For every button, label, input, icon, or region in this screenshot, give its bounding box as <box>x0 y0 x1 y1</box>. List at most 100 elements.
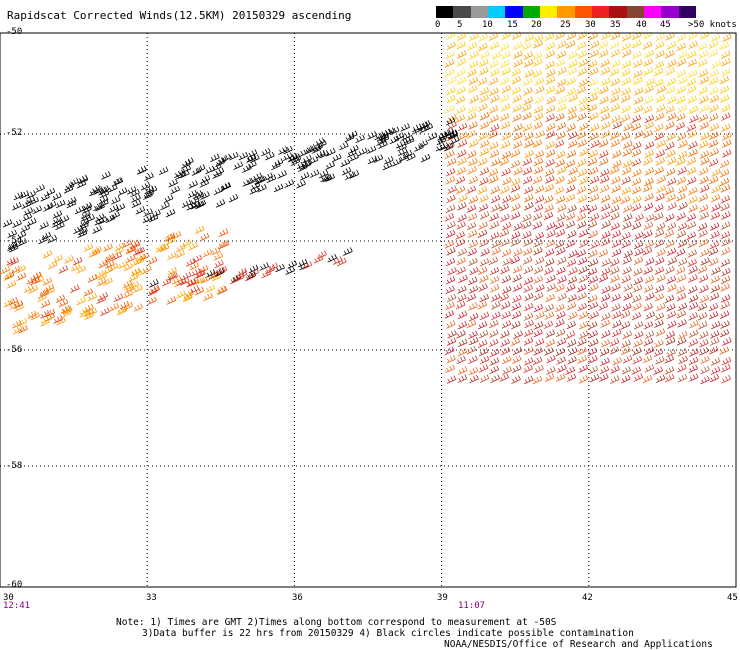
wind-barb <box>53 254 63 264</box>
wind-barb <box>642 374 653 384</box>
wind-barb <box>140 181 151 191</box>
wind-barb <box>720 184 731 193</box>
wind-barb <box>579 103 589 112</box>
wind-barb <box>664 229 674 239</box>
wind-barb <box>512 346 523 356</box>
wind-barb <box>632 195 642 204</box>
wind-barb <box>192 190 203 199</box>
wind-barb <box>147 296 157 306</box>
wind-barb <box>588 112 599 121</box>
wind-barb <box>489 220 500 230</box>
wind-barb <box>545 69 556 78</box>
wind-barb <box>523 284 533 293</box>
wind-barb <box>130 188 140 198</box>
wind-barb <box>708 247 719 256</box>
wind-barb <box>130 267 141 277</box>
wind-barb <box>400 123 410 132</box>
wind-barb <box>611 248 622 258</box>
wind-barb <box>175 170 186 180</box>
wind-barb <box>555 158 566 168</box>
wind-barb <box>489 114 499 124</box>
wind-barb <box>622 355 633 364</box>
wind-barb <box>664 105 675 114</box>
wind-barb <box>297 163 308 172</box>
wind-barb <box>634 213 644 223</box>
wind-barb <box>688 204 698 213</box>
wind-barb <box>308 156 319 165</box>
wind-barb <box>676 193 686 202</box>
wind-barb <box>522 111 532 121</box>
wind-barb <box>556 356 566 365</box>
wind-barb <box>468 139 479 148</box>
wind-barb <box>665 167 676 177</box>
wind-barb <box>545 329 556 338</box>
wind-barb <box>7 242 17 252</box>
wind-barb <box>666 95 677 105</box>
wind-barb <box>600 293 611 303</box>
wind-barb <box>480 50 490 60</box>
wind-barb <box>499 373 510 382</box>
wind-barb <box>91 184 101 194</box>
wind-barb <box>532 139 542 148</box>
wind-barb <box>468 175 478 185</box>
wind-barb <box>502 257 512 266</box>
wind-barb <box>128 273 139 282</box>
wind-barb <box>215 266 226 276</box>
wind-barb <box>545 140 555 150</box>
wind-barb <box>699 175 709 185</box>
wind-barb <box>587 321 598 330</box>
wind-barb <box>478 42 488 52</box>
wind-barb <box>653 366 663 376</box>
wind-barb <box>302 261 313 270</box>
wind-barb <box>611 328 622 338</box>
wind-barb <box>590 139 600 149</box>
wind-barb <box>43 203 53 212</box>
wind-barb <box>97 272 107 281</box>
wind-barb <box>192 254 203 264</box>
wind-barb <box>513 132 523 141</box>
wind-barb <box>523 51 533 60</box>
wind-barb <box>456 329 466 339</box>
wind-barb <box>711 185 721 194</box>
wind-barb <box>489 60 499 69</box>
wind-barb <box>578 265 588 275</box>
wind-barb <box>511 86 521 95</box>
wind-barb <box>665 85 676 95</box>
wind-barb <box>533 39 543 49</box>
wind-barb <box>566 283 576 293</box>
colorbar-swatch <box>661 6 680 18</box>
wind-barb <box>500 338 510 348</box>
wind-barb <box>708 113 719 122</box>
wind-barb <box>590 373 600 383</box>
wind-barb <box>268 262 279 272</box>
wind-barb <box>567 204 577 214</box>
wind-barb <box>534 338 545 347</box>
wind-barb <box>455 185 466 195</box>
wind-barb <box>675 266 686 275</box>
wind-barb <box>457 157 467 166</box>
wind-barb <box>544 168 555 177</box>
wind-barb <box>367 131 377 140</box>
wind-barb <box>83 303 94 313</box>
wind-barb <box>165 236 176 246</box>
wind-barb <box>466 221 477 231</box>
wind-barb <box>112 251 123 261</box>
wind-barb <box>90 248 101 257</box>
wind-barb <box>468 195 479 205</box>
wind-barb <box>445 50 456 59</box>
wind-barb <box>469 32 479 42</box>
wind-barb <box>25 195 35 205</box>
wind-barb <box>501 67 511 76</box>
wind-barb <box>688 329 699 338</box>
wind-barb <box>722 337 732 346</box>
wind-barb <box>491 203 501 213</box>
wind-barb <box>579 330 589 340</box>
wind-barb <box>720 202 730 212</box>
wind-barb <box>578 78 589 87</box>
wind-barb <box>455 114 466 123</box>
wind-barb <box>455 231 465 240</box>
lon-label-39: 39 <box>437 593 448 603</box>
wind-barb <box>719 177 730 187</box>
lat-label-60: -60 <box>6 580 23 590</box>
wind-barb <box>469 266 479 276</box>
